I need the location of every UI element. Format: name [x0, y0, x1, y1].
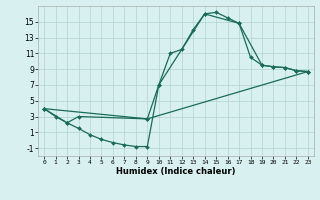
X-axis label: Humidex (Indice chaleur): Humidex (Indice chaleur) — [116, 167, 236, 176]
